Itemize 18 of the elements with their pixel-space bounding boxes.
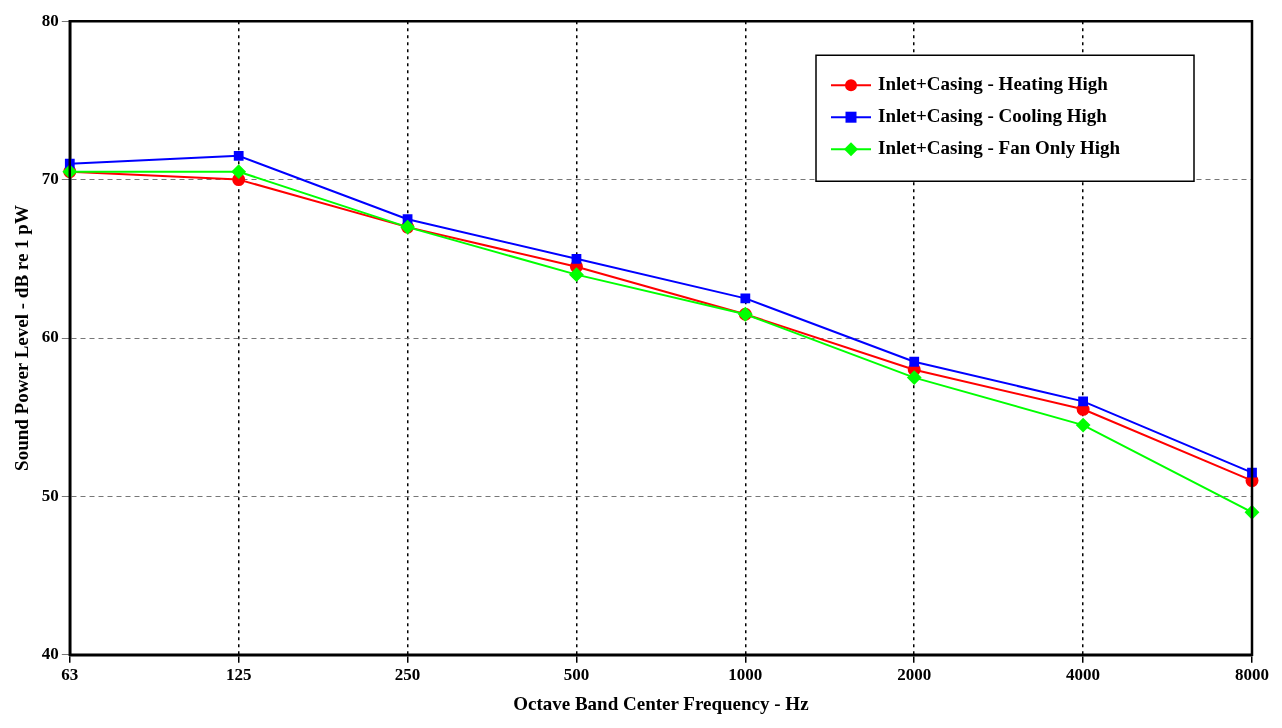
- x-tick-label: 2000: [897, 665, 932, 685]
- x-tick-label: 250: [394, 665, 421, 685]
- y-tick-label: 50: [41, 485, 59, 505]
- y-tick-label: 80: [41, 10, 59, 30]
- x-tick-label: 125: [225, 665, 252, 685]
- y-axis-title: Sound Power Level - dB re 1 pW: [11, 205, 33, 471]
- y-tick-label: 40: [41, 644, 59, 664]
- legend-label: Inlet+Casing - Cooling High: [878, 105, 1108, 127]
- x-tick-label: 63: [61, 665, 79, 685]
- y-tick-label: 70: [41, 168, 59, 188]
- x-tick-label: 1000: [728, 665, 763, 685]
- x-tick-label: 4000: [1066, 665, 1101, 685]
- x-tick-label: 500: [563, 665, 590, 685]
- legend-label: Inlet+Casing - Heating High: [878, 73, 1109, 95]
- x-axis-title: Octave Band Center Frequency - Hz: [513, 692, 810, 714]
- legend-label: Inlet+Casing - Fan Only High: [878, 137, 1121, 159]
- x-tick-label: 8000: [1235, 665, 1269, 685]
- y-tick-label: 60: [41, 327, 59, 347]
